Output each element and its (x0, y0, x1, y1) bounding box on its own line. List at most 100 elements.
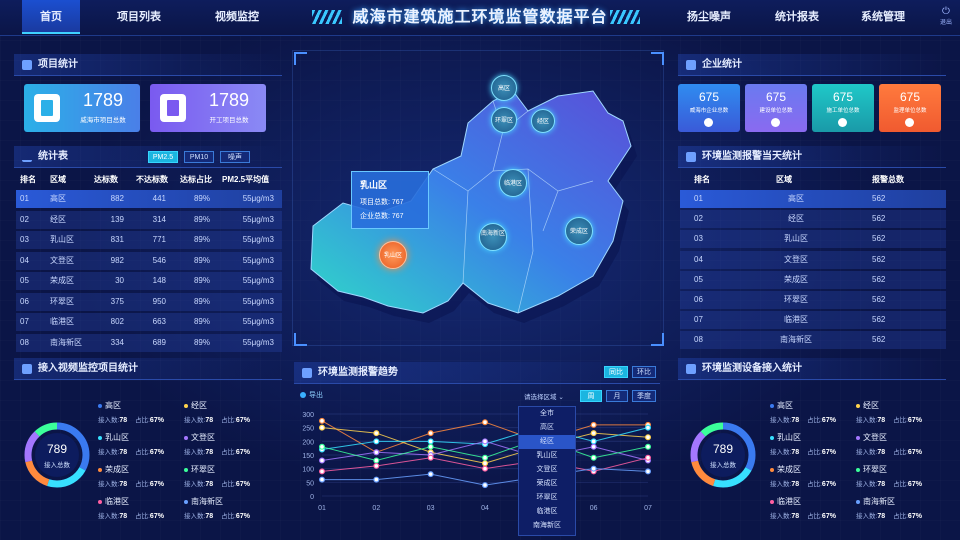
legend-item: 文登区 接入数:78 占比:67% (184, 432, 250, 456)
legend-item: 南海新区 接入数:78 占比:67% (856, 496, 922, 520)
table-cell: 06 (20, 296, 29, 306)
project-total-card[interactable]: 1789 威海市项目总数 (24, 84, 140, 132)
table-row[interactable]: 02 经区 139 314 89% 55μg/m3 (16, 210, 282, 229)
series-point (373, 457, 380, 464)
enterprise-title: 企业统计 (702, 59, 742, 70)
monitor-icon (686, 364, 696, 374)
map-label-huancui[interactable]: 环翠区 (491, 107, 517, 133)
tab-noise[interactable]: 噪声 (220, 151, 250, 163)
enterprise-card[interactable]: 675 施工单位总数 (812, 84, 874, 132)
series-point (319, 424, 326, 431)
series-point (645, 468, 652, 475)
map-label-rushan[interactable]: 乳山区 (379, 241, 407, 269)
enterprise-card[interactable]: 675 威海市企业总数 (678, 84, 740, 132)
series-point (427, 454, 434, 461)
nav-video-monitor[interactable]: 视频监控 (215, 11, 259, 23)
legend-count: 78 (205, 513, 214, 520)
legend-ratio-label: 占比: (221, 449, 236, 456)
table-row[interactable]: 04 文登区 562 (680, 250, 946, 269)
x-tick-label: 06 (590, 505, 598, 512)
table-row[interactable]: 05 荣成区 562 (680, 270, 946, 289)
table-row[interactable]: 03 乳山区 562 (680, 230, 946, 249)
dropdown-option[interactable]: 文登区 (536, 466, 558, 473)
exit-button[interactable]: ⏻ 退出 (936, 6, 956, 26)
dropdown-option[interactable]: 全市 (540, 410, 554, 417)
exit-label: 退出 (939, 20, 952, 26)
map-label-lingang[interactable]: 临港区 (499, 169, 527, 197)
tab-mom[interactable]: 环比 (632, 366, 656, 378)
period-week[interactable]: 周 (580, 390, 602, 402)
legend-item: 临港区 接入数:78 占比:67% (770, 496, 836, 520)
table-row[interactable]: 07 临港区 802 663 89% 55μg/m3 (16, 313, 282, 331)
series-point (373, 462, 380, 469)
dropdown-option[interactable]: 高区 (540, 424, 554, 431)
table-row[interactable]: 06 环翠区 562 (680, 291, 946, 309)
legend-ratio: 67% (235, 417, 250, 424)
nav-home[interactable]: 首页 (22, 0, 80, 34)
series-point (319, 443, 326, 450)
dropdown-option[interactable]: 乳山区 (536, 452, 558, 459)
dropdown-option[interactable]: 经区 (519, 435, 575, 449)
dropdown-option[interactable]: 临港区 (536, 508, 558, 515)
legend-dot (770, 403, 774, 408)
stat-table-title: 统计表 (38, 151, 68, 162)
export-button[interactable]: 导出 (300, 390, 323, 400)
legend-name: 高区 (105, 401, 121, 410)
legend-dot (856, 403, 860, 408)
x-tick-label: 03 (427, 505, 435, 512)
table-row[interactable]: 02 经区 562 (680, 210, 946, 229)
nav-dust-noise[interactable]: 扬尘噪声 (687, 11, 731, 23)
period-month[interactable]: 月 (606, 390, 628, 402)
trend-line-chart: 30025020015010050001020304050607 (302, 412, 652, 512)
table-row[interactable]: 08 南海新区 334 689 89% 55μg/m3 (16, 333, 282, 352)
nav-project-list[interactable]: 项目列表 (117, 11, 161, 23)
table-row[interactable]: 05 荣成区 30 148 89% 55μg/m3 (16, 272, 282, 290)
popup-enterprise-count: 企业总数: 767 (360, 213, 404, 220)
legend-sub: 接入数:78 占比:67% (98, 414, 164, 424)
table-cell: 55μg/m3 (242, 337, 274, 347)
table-row[interactable]: 01 高区 882 441 89% 55μg/m3 (16, 190, 282, 208)
table-cell: 04 (694, 254, 703, 264)
project-started-card[interactable]: 1789 开工项目总数 (150, 84, 266, 132)
nav-system[interactable]: 系统管理 (861, 11, 905, 23)
table-row[interactable]: 07 临港区 562 (680, 311, 946, 330)
y-tick-label: 100 (302, 467, 314, 474)
map-label-nanhai[interactable]: 南海新区 (479, 223, 507, 251)
enterprise-card[interactable]: 675 建设单位总数 (745, 84, 807, 132)
tab-pm25[interactable]: PM2.5 (148, 151, 178, 163)
alarm-table: 排名 区域 报警总数 01 高区 562 02 经区 562 03 乳山区 562 04 文登区 562 05… (680, 170, 946, 350)
map-label-jingqu[interactable]: 经区 (531, 109, 555, 133)
table-cell: 高区 (50, 194, 66, 203)
legend-sub: 接入数:78 占比:67% (184, 478, 250, 488)
legend-ratio-label: 占比: (135, 481, 150, 488)
map-label-gaoqu[interactable]: 高区 (491, 75, 517, 101)
legend-count-label: 接入数: (770, 513, 792, 520)
series-point (319, 476, 326, 483)
tab-yoy[interactable]: 同比 (604, 366, 628, 378)
table-row[interactable]: 01 高区 562 (680, 190, 946, 208)
tab-pm10[interactable]: PM10 (184, 151, 214, 163)
legend-count: 78 (205, 481, 214, 488)
legend-item: 高区接入数:78 占比:67% (98, 400, 164, 424)
table-cell: 08 (694, 335, 703, 345)
table-row[interactable]: 03 乳山区 831 771 89% 55μg/m3 (16, 231, 282, 249)
legend-ratio-label: 占比: (221, 481, 236, 488)
table-row[interactable]: 04 文登区 982 546 89% 55μg/m3 (16, 251, 282, 270)
trend-header: 环境监测报警趋势 (294, 362, 660, 384)
dropdown-option[interactable]: 南海新区 (533, 522, 561, 529)
region-select[interactable]: 请选择区域 ⌄ (524, 391, 564, 401)
period-quarter[interactable]: 季度 (632, 390, 656, 402)
dropdown-option[interactable]: 荣成区 (536, 480, 558, 487)
legend-count: 78 (119, 449, 128, 456)
table-cell: 临港区 (784, 315, 808, 325)
dropdown-option[interactable]: 环翠区 (536, 494, 558, 501)
series-point (590, 430, 597, 437)
nav-reports[interactable]: 统计报表 (775, 11, 819, 23)
table-row[interactable]: 06 环翠区 375 950 89% 55μg/m3 (16, 292, 282, 311)
legend-ratio: 67% (235, 481, 250, 488)
enterprise-card[interactable]: 675 监理单位总数 (879, 84, 941, 132)
map-label-rongcheng[interactable]: 荣成区 (565, 217, 593, 245)
table-cell: 89% (193, 255, 210, 265)
table-row[interactable]: 08 南海新区 562 (680, 331, 946, 350)
table-header-cell: 排名 (20, 175, 36, 184)
